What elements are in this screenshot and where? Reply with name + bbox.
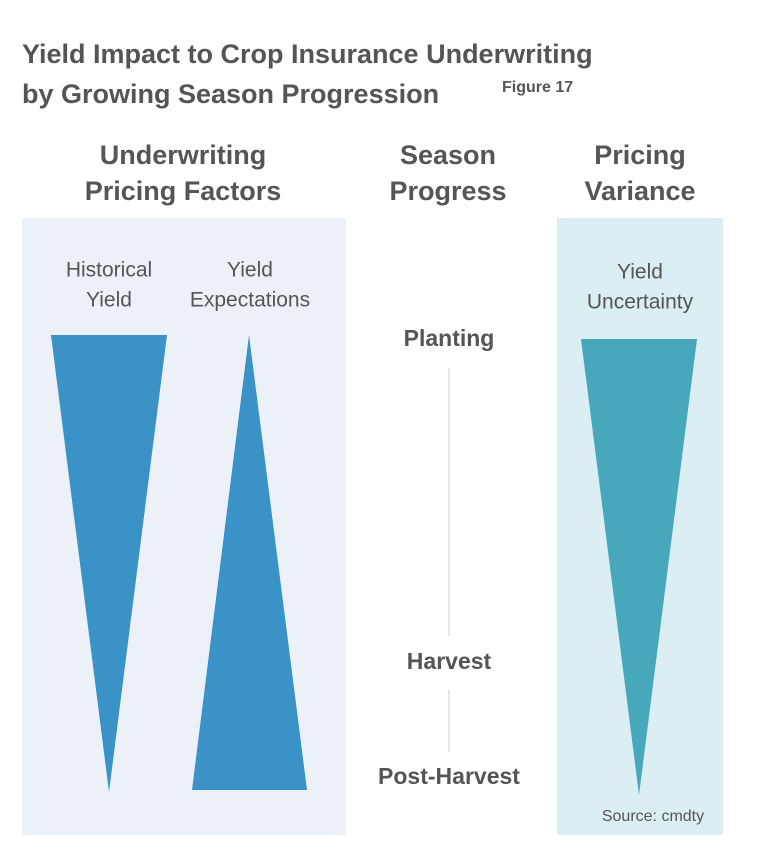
column-header: Pricing Factors (85, 176, 282, 206)
title-line: by Growing Season Progression (22, 79, 439, 109)
item-label: Yield (86, 289, 132, 312)
column-header: Progress (389, 176, 506, 206)
item-label: Yield (617, 261, 663, 284)
triangle (581, 339, 697, 795)
triangle (51, 335, 167, 792)
item-label: Yield (227, 259, 273, 282)
stage-label: Planting (404, 325, 495, 351)
stage-label: Harvest (407, 648, 492, 674)
stage-label: Post-Harvest (378, 763, 520, 789)
item-label: Uncertainty (587, 291, 694, 314)
triangle (192, 335, 307, 790)
column-header: Season (400, 140, 496, 170)
title-line: Yield Impact to Crop Insurance Underwrit… (22, 39, 593, 69)
column-header: Pricing (594, 140, 686, 170)
figure-label: Figure 17 (502, 79, 573, 96)
column-header: Variance (584, 176, 695, 206)
item-label: Historical (66, 259, 152, 282)
source: Source: cmdty (602, 808, 704, 825)
item-label: Expectations (190, 289, 310, 312)
column-header: Underwriting (100, 140, 267, 170)
